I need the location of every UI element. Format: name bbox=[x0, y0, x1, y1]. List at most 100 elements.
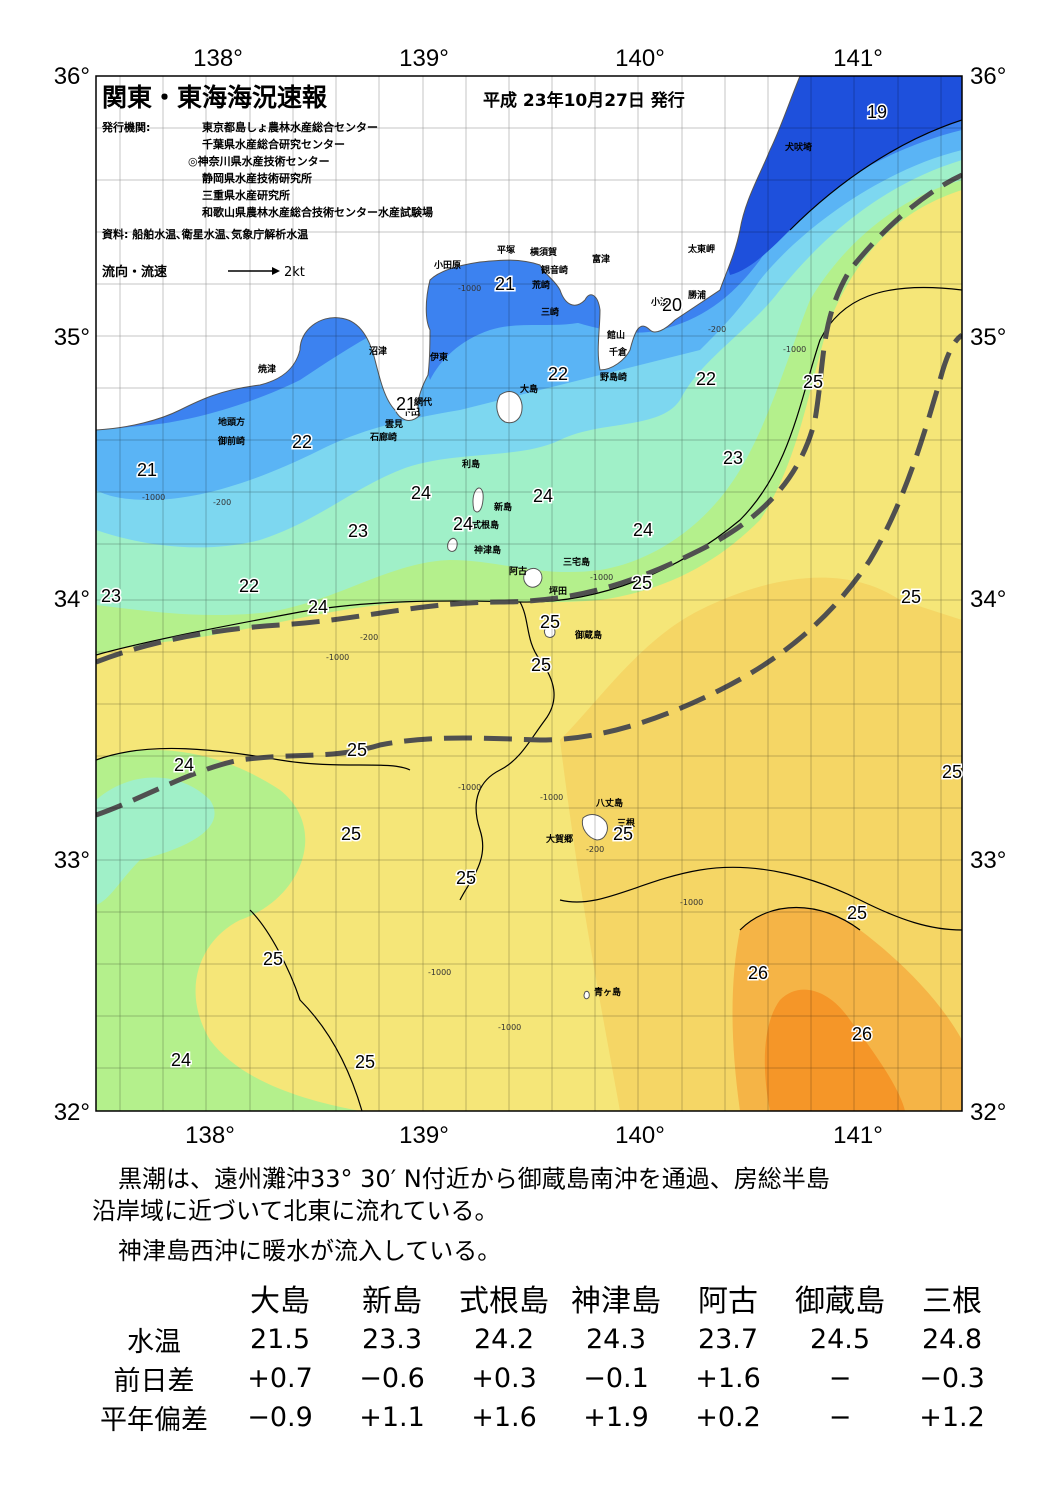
description-line: 沿岸域に近づいて北東に流れている。 bbox=[92, 1197, 499, 1225]
map-title: 関東・東海海況速報 bbox=[102, 83, 328, 112]
isotherm-label: 23 bbox=[348, 521, 368, 541]
isotherm-labels-extra: 25 24 bbox=[169, 1049, 376, 1074]
isotherm-label: 22 bbox=[292, 432, 312, 452]
place-label: 沼津 bbox=[369, 345, 387, 357]
lon-label: 140° bbox=[615, 45, 665, 72]
isotherm-label: 25 bbox=[803, 372, 823, 392]
table-cell: − bbox=[828, 1402, 852, 1433]
depth-labels: -200 -1000 -200 -1000 -1000 -200 -1000 -… bbox=[142, 284, 806, 1032]
isotherm-label: 22 bbox=[548, 364, 568, 384]
place-label: 横須賀 bbox=[530, 246, 557, 258]
depth-label: -200 bbox=[708, 325, 726, 334]
depth-label: -200 bbox=[360, 633, 378, 642]
lon-label: 139° bbox=[399, 1122, 449, 1149]
isotherm-label: 22 bbox=[239, 576, 259, 596]
longitude-labels-bottom: 138° 139° 140° 141° bbox=[185, 1122, 883, 1149]
place-label: 観音崎 bbox=[541, 264, 568, 276]
station-name: 御蔵島 bbox=[795, 1284, 885, 1319]
isotherm-labels: 19 20 21 21 21 22 22 22 22 23 23 23 24 2… bbox=[99, 101, 963, 1046]
place-label: 三根 bbox=[617, 817, 636, 829]
kuroshio-axis bbox=[96, 172, 962, 818]
place-label: 野島崎 bbox=[600, 371, 627, 383]
isotherm-label: 21 bbox=[495, 274, 515, 294]
table-row: 平年偏差 −0.9 +1.1 +1.6 +1.9 +0.2 − +1.2 bbox=[84, 1398, 1008, 1437]
isotherm-label: 23 bbox=[101, 586, 121, 606]
latitude-labels-left: 36° 35° 34° 33° 32° bbox=[54, 63, 90, 1126]
table-corner bbox=[84, 1276, 224, 1320]
table-cell: −0.6 bbox=[359, 1363, 425, 1394]
map-grid bbox=[96, 76, 962, 1111]
station-temperature-table: 大島 新島 式根島 神津島 阿古 御蔵島 三根 水温 21.5 23.3 24.… bbox=[84, 1276, 1008, 1437]
isotherm-label: 21 bbox=[137, 460, 157, 480]
map-frame bbox=[95, 75, 963, 1112]
table-cell: 24.2 bbox=[473, 1324, 535, 1355]
isotherm-label: 25 bbox=[901, 587, 921, 607]
table-header-row: 大島 新島 式根島 神津島 阿古 御蔵島 三根 bbox=[84, 1276, 1008, 1320]
latitude-labels-right: 36° 35° 34° 33° 32° bbox=[970, 63, 1006, 1126]
publisher-item: 三重県水産研究所 bbox=[202, 188, 290, 202]
lat-label: 36° bbox=[54, 63, 90, 90]
table-cell: +1.1 bbox=[359, 1402, 425, 1433]
land-areas bbox=[96, 76, 801, 1000]
station-name: 神津島 bbox=[571, 1284, 661, 1319]
depth-label: -200 bbox=[586, 845, 604, 854]
place-label: 坪田 bbox=[549, 585, 567, 597]
isotherm-label: 24 bbox=[174, 755, 194, 775]
lat-label: 33° bbox=[54, 847, 90, 874]
isotherm-label: 25 bbox=[847, 903, 867, 923]
table-cell: +1.2 bbox=[919, 1402, 985, 1433]
place-label: 勝浦 bbox=[688, 289, 706, 301]
isotherm-label: 24 bbox=[411, 483, 431, 503]
table-cell: 23.3 bbox=[361, 1324, 423, 1355]
place-label: 利島 bbox=[461, 458, 480, 470]
station-name: 式根島 bbox=[459, 1284, 549, 1319]
lon-label: 141° bbox=[833, 45, 883, 72]
place-label: 三崎 bbox=[541, 306, 559, 318]
lon-label: 141° bbox=[833, 1122, 883, 1149]
place-label: 太東岬 bbox=[687, 243, 715, 255]
isotherm-label: 25 bbox=[540, 612, 560, 632]
place-label: 大島 bbox=[520, 383, 538, 395]
place-label: 焼津 bbox=[258, 363, 276, 375]
lat-label: 34° bbox=[54, 586, 90, 613]
depth-label: -200 bbox=[213, 498, 231, 507]
publisher-item: 東京都島しょ農林水産総合センター bbox=[202, 120, 378, 134]
place-label: 雲見 bbox=[385, 418, 403, 430]
depth-label: -1000 bbox=[498, 1023, 521, 1032]
place-label: 式根島 bbox=[472, 519, 499, 531]
table-cell: +1.9 bbox=[583, 1402, 649, 1433]
place-label: 下田 bbox=[402, 407, 420, 418]
lon-label: 138° bbox=[185, 1122, 235, 1149]
table-cell: −0.3 bbox=[919, 1363, 985, 1394]
place-label: 神津島 bbox=[474, 544, 501, 556]
lat-label: 32° bbox=[54, 1099, 90, 1126]
isotherm-label: 24 bbox=[633, 520, 653, 540]
depth-label: -1000 bbox=[783, 345, 806, 354]
place-label: 三宅島 bbox=[563, 556, 590, 568]
publisher-item: 和歌山県農林水産総合技術センター水産試験場 bbox=[202, 205, 433, 219]
isotherm-label: 20 bbox=[662, 295, 682, 315]
isotherm-label: 24 bbox=[171, 1050, 191, 1070]
depth-label: -1000 bbox=[680, 898, 703, 907]
issue-date: 平成 23年10月27日 発行 bbox=[483, 90, 685, 111]
place-label: 大賀郷 bbox=[546, 833, 573, 845]
place-label: 網代 bbox=[414, 396, 432, 408]
place-label: 八丈島 bbox=[595, 797, 623, 809]
row-label: 水温 bbox=[127, 1327, 181, 1358]
arrow-head-icon bbox=[272, 267, 280, 275]
table-cell: 23.7 bbox=[697, 1324, 759, 1355]
station-name: 阿古 bbox=[698, 1284, 758, 1319]
publisher-item: ◎神奈川県水産技術センター bbox=[188, 154, 330, 168]
longitude-labels-top: 138° 139° 140° 141° bbox=[193, 45, 883, 72]
table-cell: 24.3 bbox=[585, 1324, 647, 1355]
isotherm-label: 25 bbox=[531, 655, 551, 675]
table-cell: +0.2 bbox=[695, 1402, 761, 1433]
isotherm-label: 25 bbox=[613, 824, 633, 844]
isotherm-label: 25 bbox=[942, 762, 962, 782]
isotherm-label: 19 bbox=[867, 102, 887, 122]
place-label: 館山 bbox=[606, 329, 625, 341]
place-label: 御前崎 bbox=[217, 435, 245, 447]
depth-label: -1000 bbox=[326, 653, 349, 662]
table-row: 水温 21.5 23.3 24.2 24.3 23.7 24.5 24.8 bbox=[84, 1320, 1008, 1359]
table-cell: − bbox=[828, 1363, 852, 1394]
